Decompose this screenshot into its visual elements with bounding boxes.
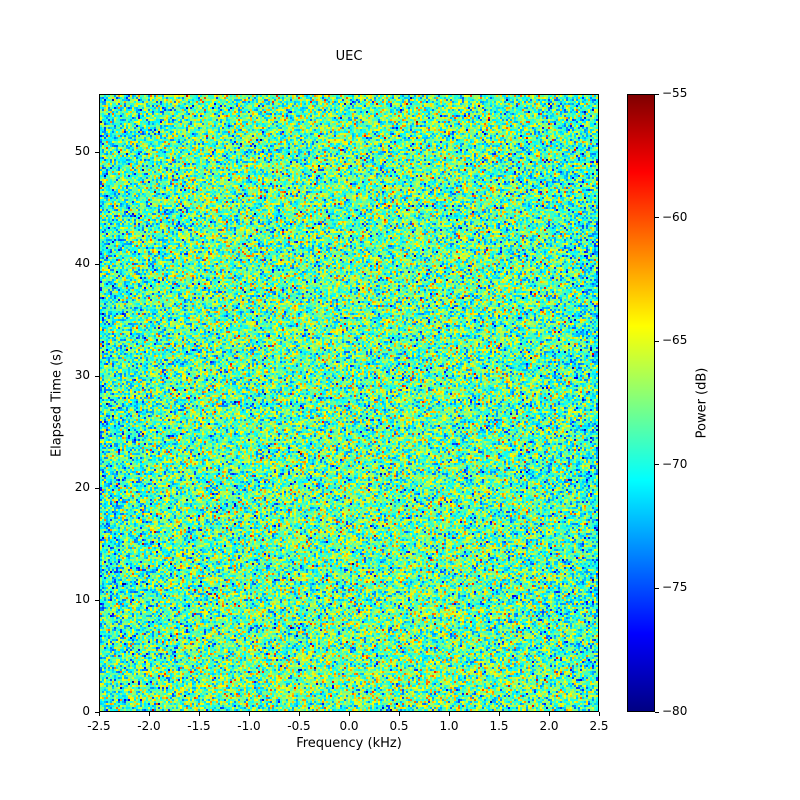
x-tick [598, 712, 600, 716]
spectrogram-plot-area [99, 94, 599, 712]
colorbar-tick-label: −60 [662, 209, 688, 224]
x-tick-label: -2.5 [87, 719, 111, 733]
y-axis-label: Elapsed Time (s) [49, 348, 65, 458]
x-tick [448, 712, 450, 716]
spectrogram-canvas [100, 95, 598, 711]
figure-title: UEC [335, 49, 363, 64]
colorbar-tick [655, 464, 659, 466]
x-tick [398, 712, 400, 716]
y-tick-label: 20 [74, 480, 90, 495]
y-tick [95, 263, 99, 265]
x-tick-label: -2.0 [137, 719, 161, 733]
colorbar-tick [655, 217, 659, 219]
x-tick [548, 712, 550, 716]
colorbar-tick-label: −75 [662, 580, 688, 595]
colorbar-tick [655, 587, 659, 589]
x-tick-label: 1.0 [439, 719, 459, 733]
x-tick-label: 1.5 [489, 719, 509, 733]
x-tick-label: -0.5 [287, 719, 311, 733]
x-tick [498, 712, 500, 716]
colorbar-tick [655, 93, 659, 95]
colorbar-tick-label: −70 [662, 456, 688, 471]
y-tick-label: 50 [74, 144, 90, 159]
y-tick [95, 711, 99, 713]
y-tick [95, 375, 99, 377]
x-tick-label: 0.5 [389, 719, 409, 733]
x-tick-label: -1.0 [237, 719, 261, 733]
x-axis-label: Frequency (kHz) [296, 736, 402, 751]
x-tick [98, 712, 100, 716]
y-tick-label: 30 [74, 368, 90, 383]
y-tick [95, 151, 99, 153]
x-tick-label: 2.5 [589, 719, 609, 733]
x-tick-label: 2.0 [539, 719, 559, 733]
x-tick-label: 0.0 [339, 719, 359, 733]
colorbar-tick [655, 711, 659, 713]
y-tick-label: 40 [74, 256, 90, 271]
colorbar-tick-label: −55 [662, 86, 688, 100]
y-tick-label: 10 [74, 592, 90, 607]
y-tick [95, 599, 99, 601]
colorbar-tick-label: −80 [662, 704, 688, 718]
x-tick [198, 712, 200, 716]
x-tick-label: -1.5 [187, 719, 211, 733]
x-tick [348, 712, 350, 716]
colorbar-label: Power (dB) [694, 367, 710, 439]
x-tick [148, 712, 150, 716]
colorbar-tick-label: −65 [662, 333, 688, 348]
y-tick-label: 0 [82, 704, 90, 718]
y-tick [95, 487, 99, 489]
colorbar-tick [655, 340, 659, 342]
x-tick [248, 712, 250, 716]
colorbar [627, 94, 655, 712]
x-tick [298, 712, 300, 716]
